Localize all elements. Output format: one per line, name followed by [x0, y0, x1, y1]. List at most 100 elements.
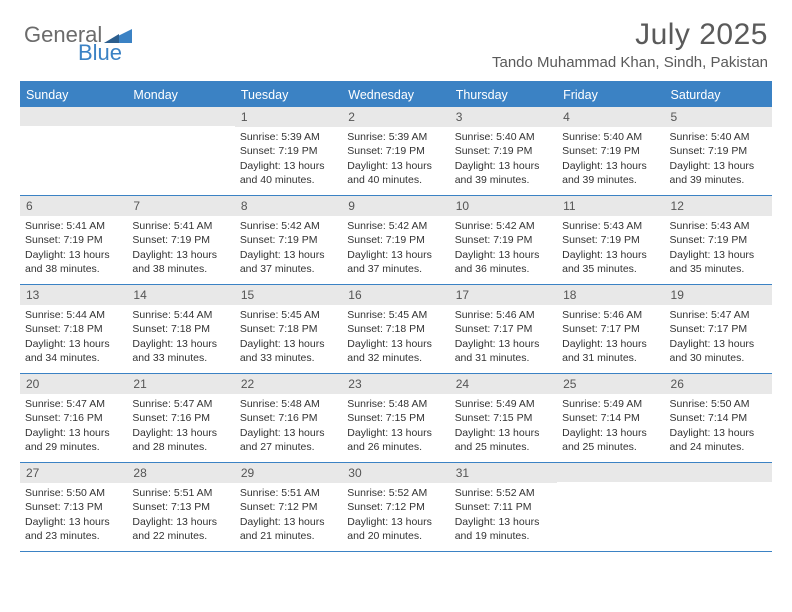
- sunset-text: Sunset: 7:15 PM: [455, 411, 552, 425]
- sunrise-text: Sunrise: 5:46 AM: [562, 308, 659, 322]
- day-cell: 28Sunrise: 5:51 AMSunset: 7:13 PMDayligh…: [127, 463, 234, 551]
- day-body: Sunrise: 5:40 AMSunset: 7:19 PMDaylight:…: [450, 127, 557, 191]
- sunrise-text: Sunrise: 5:40 AM: [670, 130, 767, 144]
- day-body: Sunrise: 5:52 AMSunset: 7:12 PMDaylight:…: [342, 483, 449, 547]
- daylight-text: Daylight: 13 hours and 26 minutes.: [347, 426, 444, 454]
- day-cell: 21 Sunrise: 5:47 AMSunset: 7:16 PMDayligh…: [127, 374, 234, 462]
- day-number: 8: [235, 196, 342, 216]
- day-cell: 18Sunrise: 5:46 AMSunset: 7:17 PMDayligh…: [557, 285, 664, 373]
- day-body: Sunrise: 5:40 AMSunset: 7:19 PMDaylight:…: [665, 127, 772, 191]
- sunrise-text: Sunrise: 5:51 AM: [240, 486, 337, 500]
- day-body: Sunrise: 5:39 AMSunset: 7:19 PMDaylight:…: [342, 127, 449, 191]
- sunset-text: Sunset: 7:13 PM: [132, 500, 229, 514]
- sunset-text: Sunset: 7:12 PM: [240, 500, 337, 514]
- daylight-text: Daylight: 13 hours and 37 minutes.: [347, 248, 444, 276]
- weekday-header: Thursday: [450, 83, 557, 107]
- daylight-text: Daylight: 13 hours and 23 minutes.: [25, 515, 122, 543]
- day-number: 5: [665, 107, 772, 127]
- sunrise-text: Sunrise: 5:41 AM: [25, 219, 122, 233]
- logo-text-blue: Blue: [78, 40, 122, 65]
- day-cell: [20, 107, 127, 195]
- day-cell: 22Sunrise: 5:48 AMSunset: 7:16 PMDayligh…: [235, 374, 342, 462]
- weekday-header-row: Sunday Monday Tuesday Wednesday Thursday…: [20, 83, 772, 107]
- daylight-text: Daylight: 13 hours and 33 minutes.: [132, 337, 229, 365]
- sunset-text: Sunset: 7:19 PM: [455, 233, 552, 247]
- sunset-text: Sunset: 7:16 PM: [132, 411, 229, 425]
- sunrise-text: Sunrise: 5:47 AM: [670, 308, 767, 322]
- day-number: [20, 107, 127, 126]
- sunset-text: Sunset: 7:18 PM: [347, 322, 444, 336]
- day-body: Sunrise: 5:44 AMSunset: 7:18 PMDaylight:…: [127, 305, 234, 369]
- day-number: 12: [665, 196, 772, 216]
- day-body: Sunrise: 5:47 AMSunset: 7:16 PMDaylight:…: [20, 394, 127, 458]
- day-body: Sunrise: 5:43 AMSunset: 7:19 PMDaylight:…: [665, 216, 772, 280]
- day-body: Sunrise: 5:42 AMSunset: 7:19 PMDaylight:…: [342, 216, 449, 280]
- day-cell: 12Sunrise: 5:43 AMSunset: 7:19 PMDayligh…: [665, 196, 772, 284]
- day-number: 2: [342, 107, 449, 127]
- day-cell: 29Sunrise: 5:51 AMSunset: 7:12 PMDayligh…: [235, 463, 342, 551]
- week-row: 1Sunrise: 5:39 AMSunset: 7:19 PMDaylight…: [20, 107, 772, 196]
- day-cell: 15Sunrise: 5:45 AMSunset: 7:18 PMDayligh…: [235, 285, 342, 373]
- day-number: 30: [342, 463, 449, 483]
- day-body: Sunrise: 5:48 AMSunset: 7:15 PMDaylight:…: [342, 394, 449, 458]
- sunrise-text: Sunrise: 5:39 AM: [347, 130, 444, 144]
- sunrise-text: Sunrise: 5:47 AM: [132, 397, 229, 411]
- day-body: Sunrise: 5:48 AMSunset: 7:16 PMDaylight:…: [235, 394, 342, 458]
- day-number: 23: [342, 374, 449, 394]
- day-body: Sunrise: 5:51 AMSunset: 7:13 PMDaylight:…: [127, 483, 234, 547]
- day-number: 16: [342, 285, 449, 305]
- day-body: Sunrise: 5:45 AMSunset: 7:18 PMDaylight:…: [235, 305, 342, 369]
- day-cell: 9Sunrise: 5:42 AMSunset: 7:19 PMDaylight…: [342, 196, 449, 284]
- day-body: Sunrise: 5:39 AMSunset: 7:19 PMDaylight:…: [235, 127, 342, 191]
- daylight-text: Daylight: 13 hours and 34 minutes.: [25, 337, 122, 365]
- day-cell: 25Sunrise: 5:49 AMSunset: 7:14 PMDayligh…: [557, 374, 664, 462]
- sunset-text: Sunset: 7:17 PM: [455, 322, 552, 336]
- sunrise-text: Sunrise: 5:48 AM: [240, 397, 337, 411]
- day-number: 7: [127, 196, 234, 216]
- sunrise-text: Sunrise: 5:49 AM: [562, 397, 659, 411]
- day-number: 21: [127, 374, 234, 394]
- sunrise-text: Sunrise: 5:48 AM: [347, 397, 444, 411]
- day-body: Sunrise: 5:52 AMSunset: 7:11 PMDaylight:…: [450, 483, 557, 547]
- daylight-text: Daylight: 13 hours and 20 minutes.: [347, 515, 444, 543]
- day-cell: 20Sunrise: 5:47 AMSunset: 7:16 PMDayligh…: [20, 374, 127, 462]
- sunset-text: Sunset: 7:13 PM: [25, 500, 122, 514]
- day-cell: 27Sunrise: 5:50 AMSunset: 7:13 PMDayligh…: [20, 463, 127, 551]
- day-body: Sunrise: 5:43 AMSunset: 7:19 PMDaylight:…: [557, 216, 664, 280]
- week-row: 20Sunrise: 5:47 AMSunset: 7:16 PMDayligh…: [20, 374, 772, 463]
- daylight-text: Daylight: 13 hours and 38 minutes.: [25, 248, 122, 276]
- day-body: Sunrise: 5:44 AMSunset: 7:18 PMDaylight:…: [20, 305, 127, 369]
- weeks-container: 1Sunrise: 5:39 AMSunset: 7:19 PMDaylight…: [20, 107, 772, 552]
- daylight-text: Daylight: 13 hours and 28 minutes.: [132, 426, 229, 454]
- day-cell: 2Sunrise: 5:39 AMSunset: 7:19 PMDaylight…: [342, 107, 449, 195]
- logo: GeneralBlue: [24, 18, 132, 64]
- day-cell: [665, 463, 772, 551]
- sunset-text: Sunset: 7:14 PM: [670, 411, 767, 425]
- sunset-text: Sunset: 7:19 PM: [240, 144, 337, 158]
- sunset-text: Sunset: 7:19 PM: [347, 144, 444, 158]
- day-body: Sunrise: 5:50 AMSunset: 7:14 PMDaylight:…: [665, 394, 772, 458]
- day-number: 27: [20, 463, 127, 483]
- weekday-header: Wednesday: [342, 83, 449, 107]
- sunrise-text: Sunrise: 5:46 AM: [455, 308, 552, 322]
- day-body: Sunrise: 5:41 AMSunset: 7:19 PMDaylight:…: [20, 216, 127, 280]
- day-number: 13: [20, 285, 127, 305]
- day-number: 17: [450, 285, 557, 305]
- day-body: Sunrise: 5:42 AMSunset: 7:19 PMDaylight:…: [235, 216, 342, 280]
- day-body: Sunrise: 5:42 AMSunset: 7:19 PMDaylight:…: [450, 216, 557, 280]
- day-cell: 8Sunrise: 5:42 AMSunset: 7:19 PMDaylight…: [235, 196, 342, 284]
- sunset-text: Sunset: 7:19 PM: [25, 233, 122, 247]
- sunrise-text: Sunrise: 5:42 AM: [347, 219, 444, 233]
- sunrise-text: Sunrise: 5:41 AM: [132, 219, 229, 233]
- weekday-header: Monday: [127, 83, 234, 107]
- day-number: 11: [557, 196, 664, 216]
- weekday-header: Sunday: [20, 83, 127, 107]
- day-number: 31: [450, 463, 557, 483]
- sunset-text: Sunset: 7:18 PM: [132, 322, 229, 336]
- daylight-text: Daylight: 13 hours and 35 minutes.: [670, 248, 767, 276]
- day-cell: 16Sunrise: 5:45 AMSunset: 7:18 PMDayligh…: [342, 285, 449, 373]
- daylight-text: Daylight: 13 hours and 19 minutes.: [455, 515, 552, 543]
- day-cell: 6Sunrise: 5:41 AMSunset: 7:19 PMDaylight…: [20, 196, 127, 284]
- sunrise-text: Sunrise: 5:50 AM: [670, 397, 767, 411]
- daylight-text: Daylight: 13 hours and 24 minutes.: [670, 426, 767, 454]
